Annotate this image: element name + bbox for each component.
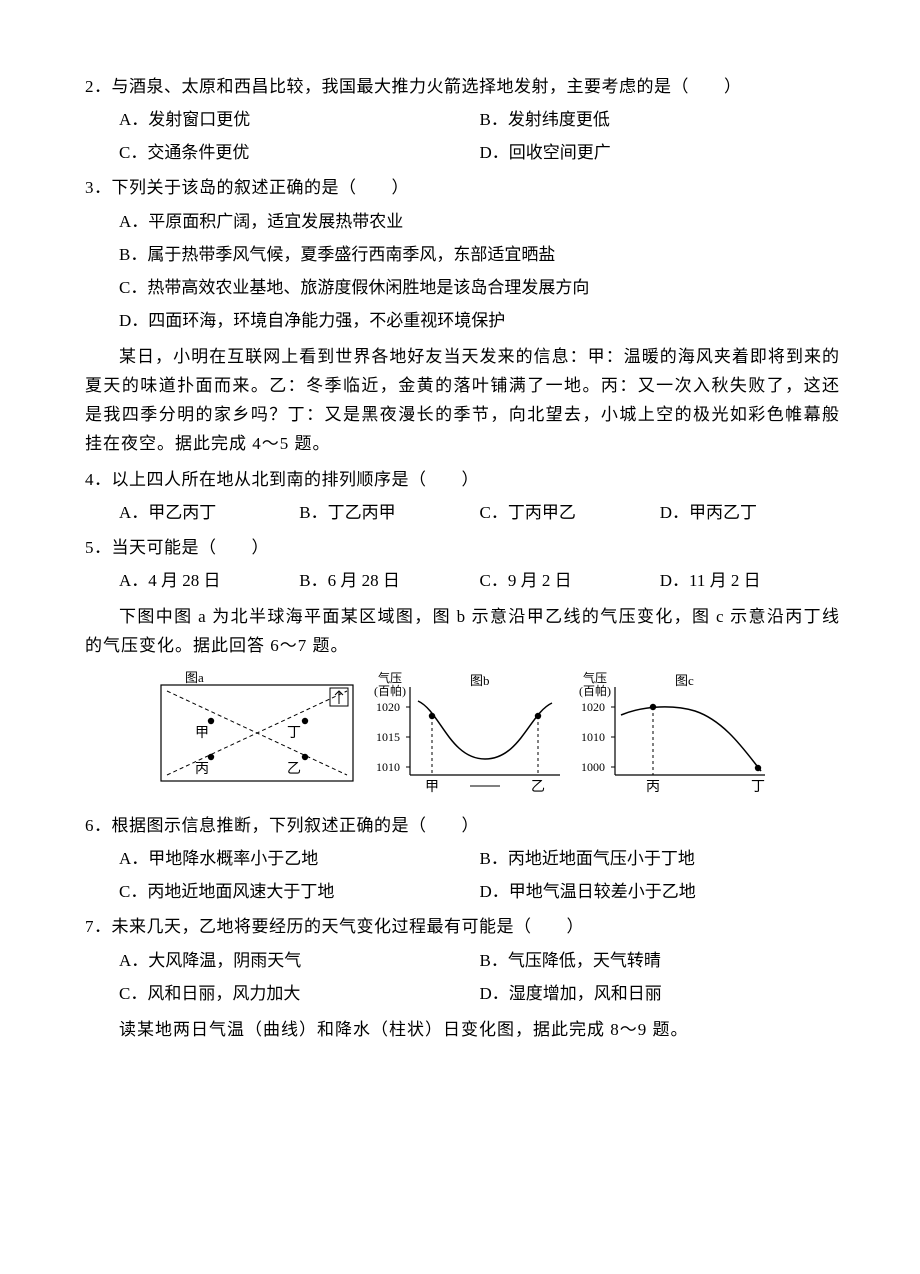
q2-opt-b: B．发射纬度更低 — [480, 103, 841, 136]
fig-b-ax2: (百帕) — [374, 683, 406, 698]
fig-a-ding: 丁 — [287, 726, 301, 741]
q6-opt-c: C．丙地近地面风速大于丁地 — [119, 875, 480, 908]
q3-opt-a: A．平原面积广阔，适宜发展热带农业 — [119, 205, 840, 238]
question-2: 2．与酒泉、太原和西昌比较，我国最大推力火箭选择地发射，主要考虑的是（ ） A．… — [85, 70, 840, 169]
fig-b-t0: 1010 — [376, 760, 400, 774]
fig-c-ding: 丁 — [751, 780, 765, 795]
q7-stem: 7．未来几天，乙地将要经历的天气变化过程最有可能是（ ） — [85, 910, 840, 943]
q2-opt-c: C．交通条件更优 — [119, 136, 480, 169]
q7-opt-c: C．风和日丽，风力加大 — [119, 977, 480, 1010]
q4-opt-a: A．甲乙丙丁 — [119, 496, 299, 529]
q2-stem: 2．与酒泉、太原和西昌比较，我国最大推力火箭选择地发射，主要考虑的是（ ） — [85, 70, 840, 103]
figure-a: 图a 甲 丁 丙 乙 — [155, 671, 360, 799]
q5-stem: 5．当天可能是（ ） — [85, 531, 840, 564]
q3-opt-d: D．四面环海，环境自净能力强，不必重视环境保护 — [119, 304, 840, 337]
q2-opt-a: A．发射窗口更优 — [119, 103, 480, 136]
fig-a-jia: 甲 — [195, 726, 209, 741]
q2-options: A．发射窗口更优 B．发射纬度更低 C．交通条件更优 D．回收空间更广 — [85, 103, 840, 169]
q2-opt-d: D．回收空间更广 — [480, 136, 841, 169]
passage-8-9: 读某地两日气温（曲线）和降水（柱状）日变化图，据此完成 8～9 题。 — [85, 1016, 840, 1045]
fig-b-label: 图b — [470, 673, 490, 688]
q5-options: A．4 月 28 日 B．6 月 28 日 C．9 月 2 日 D．11 月 2… — [85, 564, 840, 597]
figure-c: 气压 (百帕) 图c 1000 1010 1020 丙 丁 — [575, 671, 770, 799]
fig-b-jia: 甲 — [425, 780, 439, 795]
q4-opt-c: C．丁丙甲乙 — [480, 496, 660, 529]
fig-a-label: 图a — [185, 671, 204, 685]
question-3: 3．下列关于该岛的叙述正确的是（ ） A．平原面积广阔，适宜发展热带农业 B．属… — [85, 171, 840, 337]
q7-options: A．大风降温，阴雨天气 B．气压降低，天气转晴 C．风和日丽，风力加大 D．湿度… — [85, 944, 840, 1010]
fig-a-yi: 乙 — [287, 761, 301, 777]
question-7: 7．未来几天，乙地将要经历的天气变化过程最有可能是（ ） A．大风降温，阴雨天气… — [85, 910, 840, 1009]
fig-b-ax1: 气压 — [378, 671, 402, 685]
fig-c-label: 图c — [675, 673, 694, 688]
fig-c-bing: 丙 — [646, 780, 660, 795]
q7-opt-d: D．湿度增加，风和日丽 — [480, 977, 841, 1010]
q4-opt-d: D．甲丙乙丁 — [660, 496, 840, 529]
question-6: 6．根据图示信息推断，下列叙述正确的是（ ） A．甲地降水概率小于乙地 B．丙地… — [85, 809, 840, 908]
q3-opt-c: C．热带高效农业基地、旅游度假休闲胜地是该岛合理发展方向 — [119, 271, 840, 304]
q5-opt-b: B．6 月 28 日 — [299, 564, 479, 597]
q5-opt-d: D．11 月 2 日 — [660, 564, 840, 597]
fig-b-t1: 1015 — [376, 730, 400, 744]
fig-c-t2: 1020 — [581, 700, 605, 714]
question-5: 5．当天可能是（ ） A．4 月 28 日 B．6 月 28 日 C．9 月 2… — [85, 531, 840, 597]
figure-b: 气压 (百帕) 图b 1010 1015 1020 甲 乙 — [370, 671, 565, 799]
q4-options: A．甲乙丙丁 B．丁乙丙甲 C．丁丙甲乙 D．甲丙乙丁 — [85, 496, 840, 529]
q3-opt-b: B．属于热带季风气候，夏季盛行西南季风，东部适宜晒盐 — [119, 238, 840, 271]
q6-stem: 6．根据图示信息推断，下列叙述正确的是（ ） — [85, 809, 840, 842]
question-4: 4．以上四人所在地从北到南的排列顺序是（ ） A．甲乙丙丁 B．丁乙丙甲 C．丁… — [85, 463, 840, 529]
fig-b-t2: 1020 — [376, 700, 400, 714]
q6-options: A．甲地降水概率小于乙地 B．丙地近地面气压小于丁地 C．丙地近地面风速大于丁地… — [85, 842, 840, 908]
fig-c-t0: 1000 — [581, 760, 605, 774]
fig-b-yi: 乙 — [531, 779, 545, 795]
q5-opt-c: C．9 月 2 日 — [480, 564, 660, 597]
fig-c-ax2: (百帕) — [579, 683, 611, 698]
passage-6-7: 下图中图 a 为北半球海平面某区域图，图 b 示意沿甲乙线的气压变化，图 c 示… — [85, 603, 840, 661]
q6-opt-d: D．甲地气温日较差小于乙地 — [480, 875, 841, 908]
fig-c-ax1: 气压 — [583, 671, 607, 685]
q4-opt-b: B．丁乙丙甲 — [299, 496, 479, 529]
q3-options: A．平原面积广阔，适宜发展热带农业 B．属于热带季风气候，夏季盛行西南季风，东部… — [85, 205, 840, 338]
q6-opt-a: A．甲地降水概率小于乙地 — [119, 842, 480, 875]
q6-opt-b: B．丙地近地面气压小于丁地 — [480, 842, 841, 875]
q5-opt-a: A．4 月 28 日 — [119, 564, 299, 597]
fig-c-t1: 1010 — [581, 730, 605, 744]
figure-row: 图a 甲 丁 丙 乙 气压 (百帕) 图b 1010 1015 1020 — [85, 671, 840, 799]
q7-opt-a: A．大风降温，阴雨天气 — [119, 944, 480, 977]
fig-a-bing: 丙 — [195, 762, 209, 777]
passage-4-5: 某日，小明在互联网上看到世界各地好友当天发来的信息：甲：温暖的海风夹着即将到来的… — [85, 343, 840, 459]
q3-stem: 3．下列关于该岛的叙述正确的是（ ） — [85, 171, 840, 204]
q4-stem: 4．以上四人所在地从北到南的排列顺序是（ ） — [85, 463, 840, 496]
q7-opt-b: B．气压降低，天气转晴 — [480, 944, 841, 977]
